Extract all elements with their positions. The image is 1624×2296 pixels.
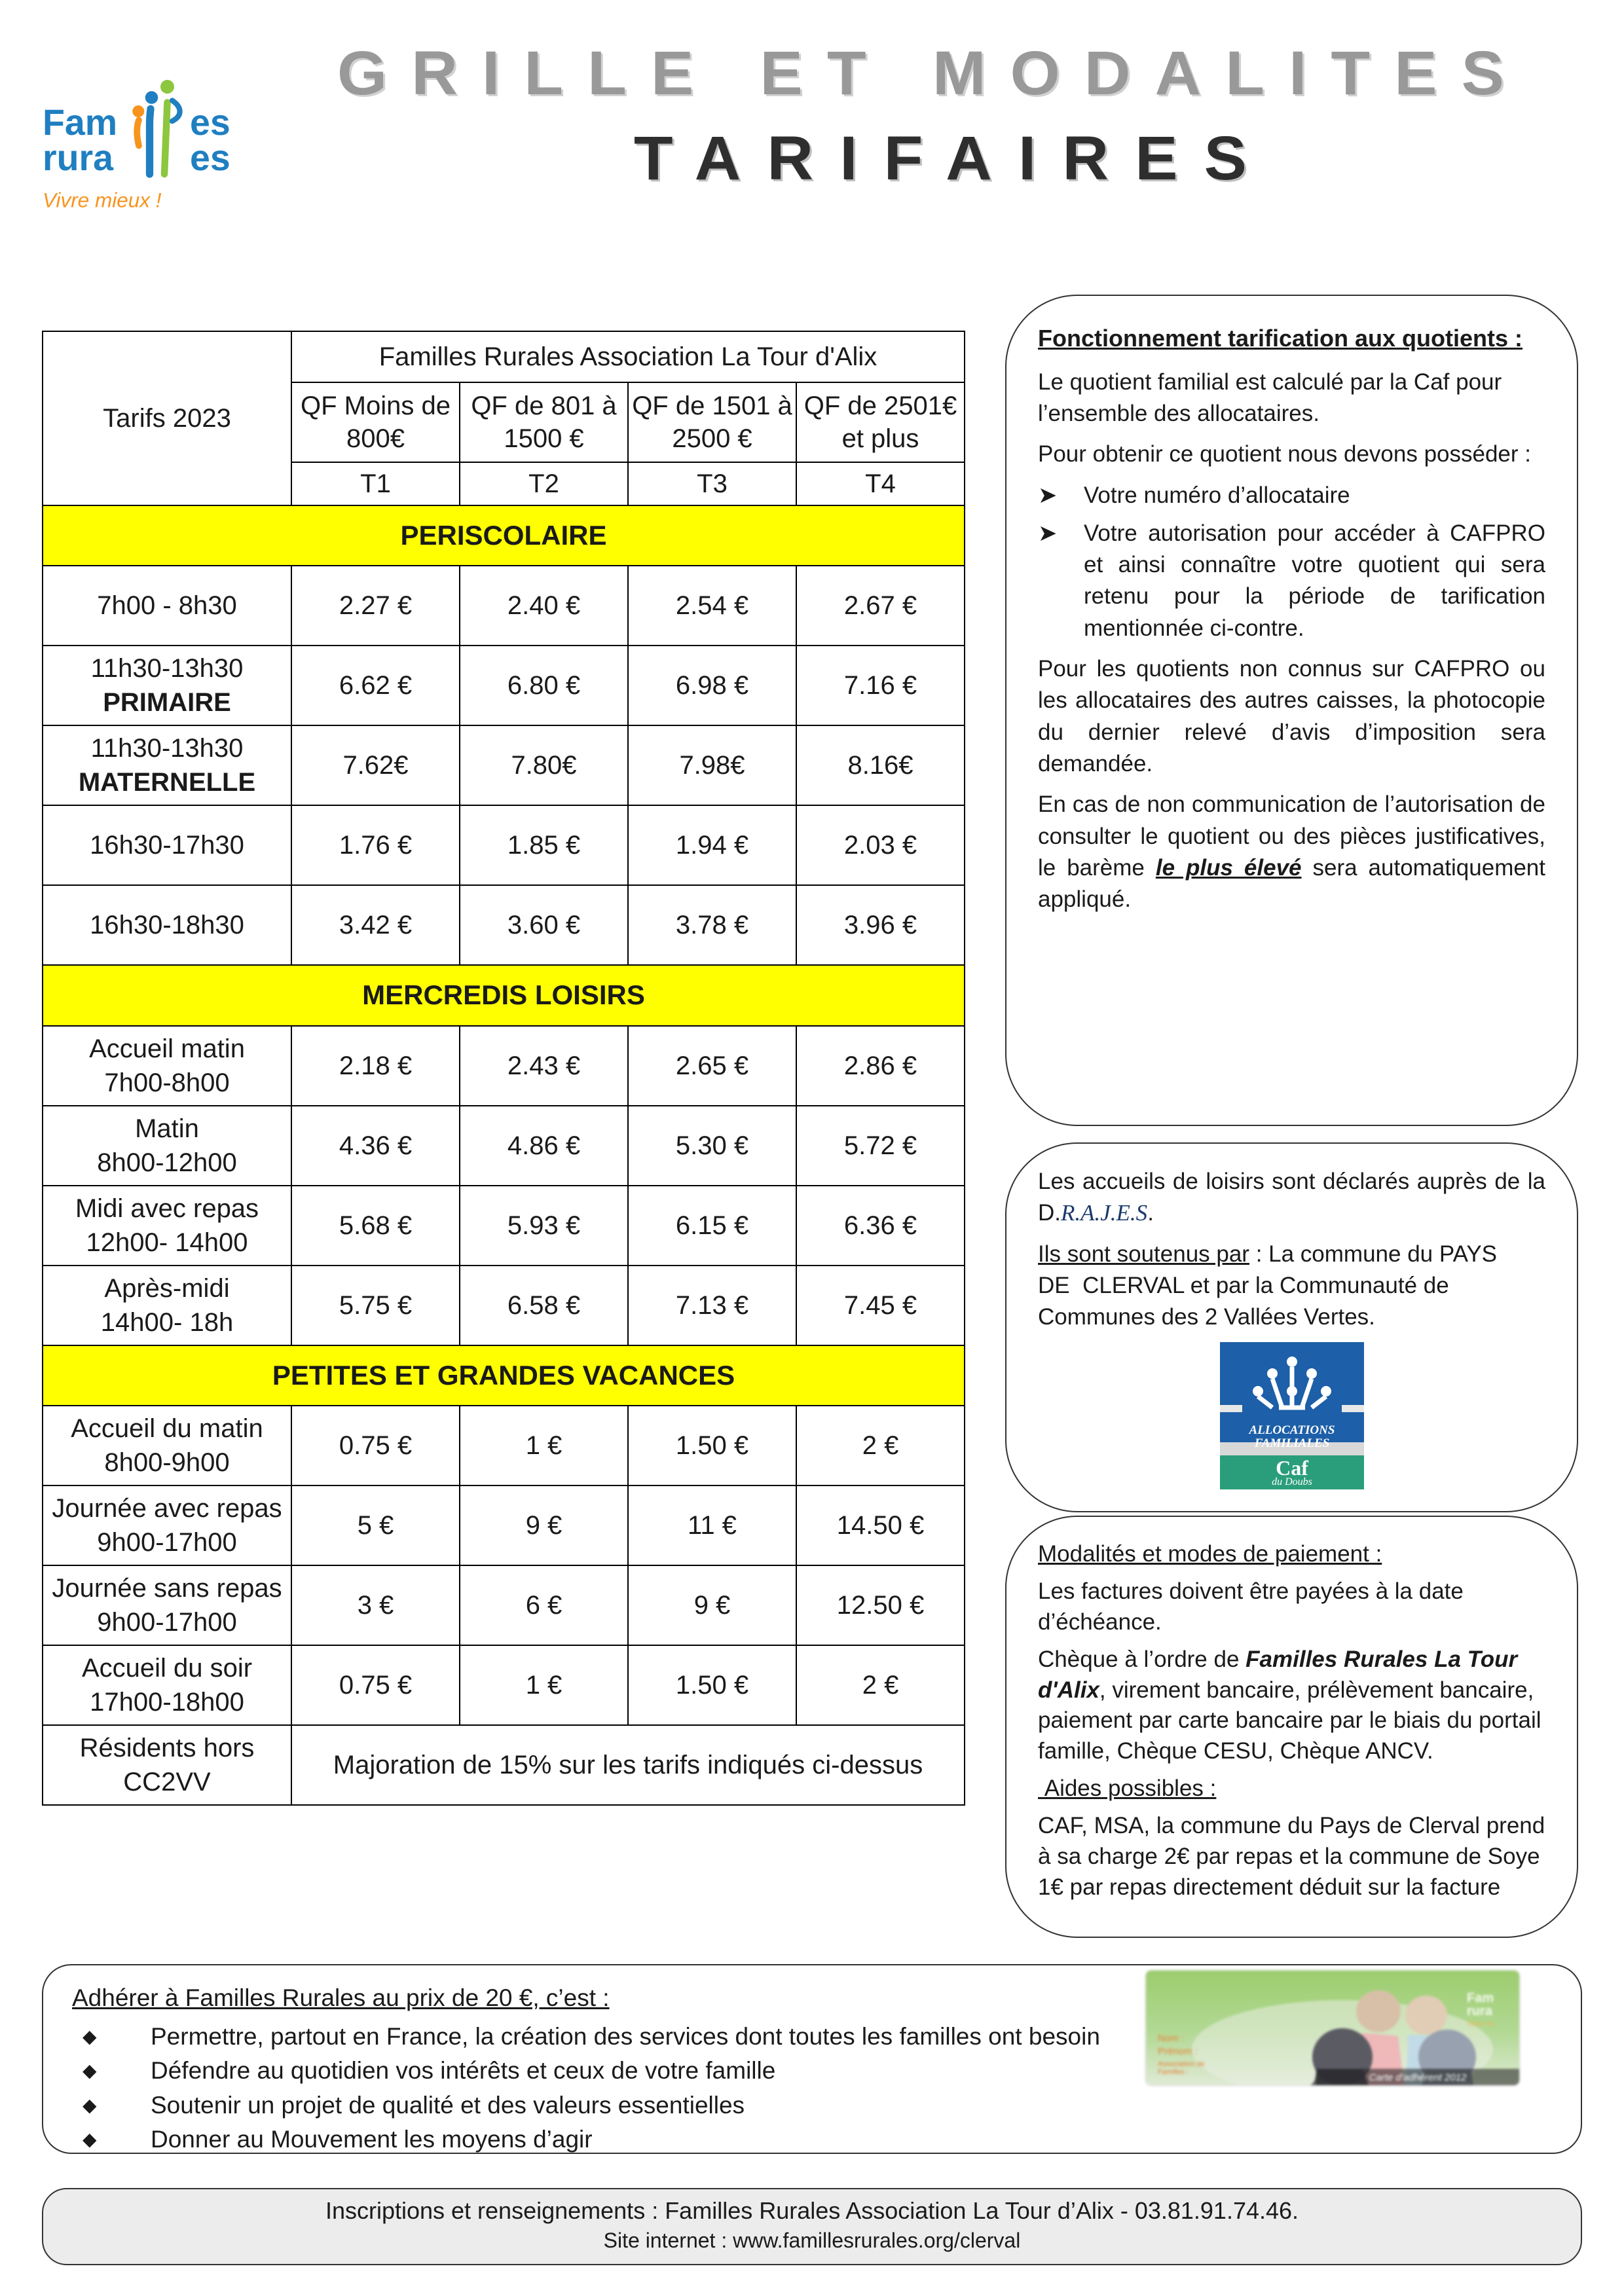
svg-text:ALLOCATIONS: ALLOCATIONS [1248,1423,1335,1437]
svg-text:Carte d'adhérent 2012: Carte d'adhérent 2012 [1369,2072,1467,2083]
svg-text:Nom :: Nom : [1158,2033,1184,2044]
svg-text:du Doubs: du Doubs [1272,1476,1312,1487]
svg-text:Familles :: Familles : [1158,2068,1189,2076]
svg-text:rura: rura [43,137,114,178]
svg-text:Fam: Fam [43,102,117,143]
svg-text:es: es [190,137,231,178]
svg-text:Association de: Association de [1158,2060,1205,2068]
svg-text:Vivre mieux !: Vivre mieux ! [43,188,162,211]
svg-text:es: es [190,102,231,143]
svg-text:Prénom :: Prénom : [1158,2046,1198,2057]
svg-text:FAMILIALES: FAMILIALES [1253,1436,1329,1450]
